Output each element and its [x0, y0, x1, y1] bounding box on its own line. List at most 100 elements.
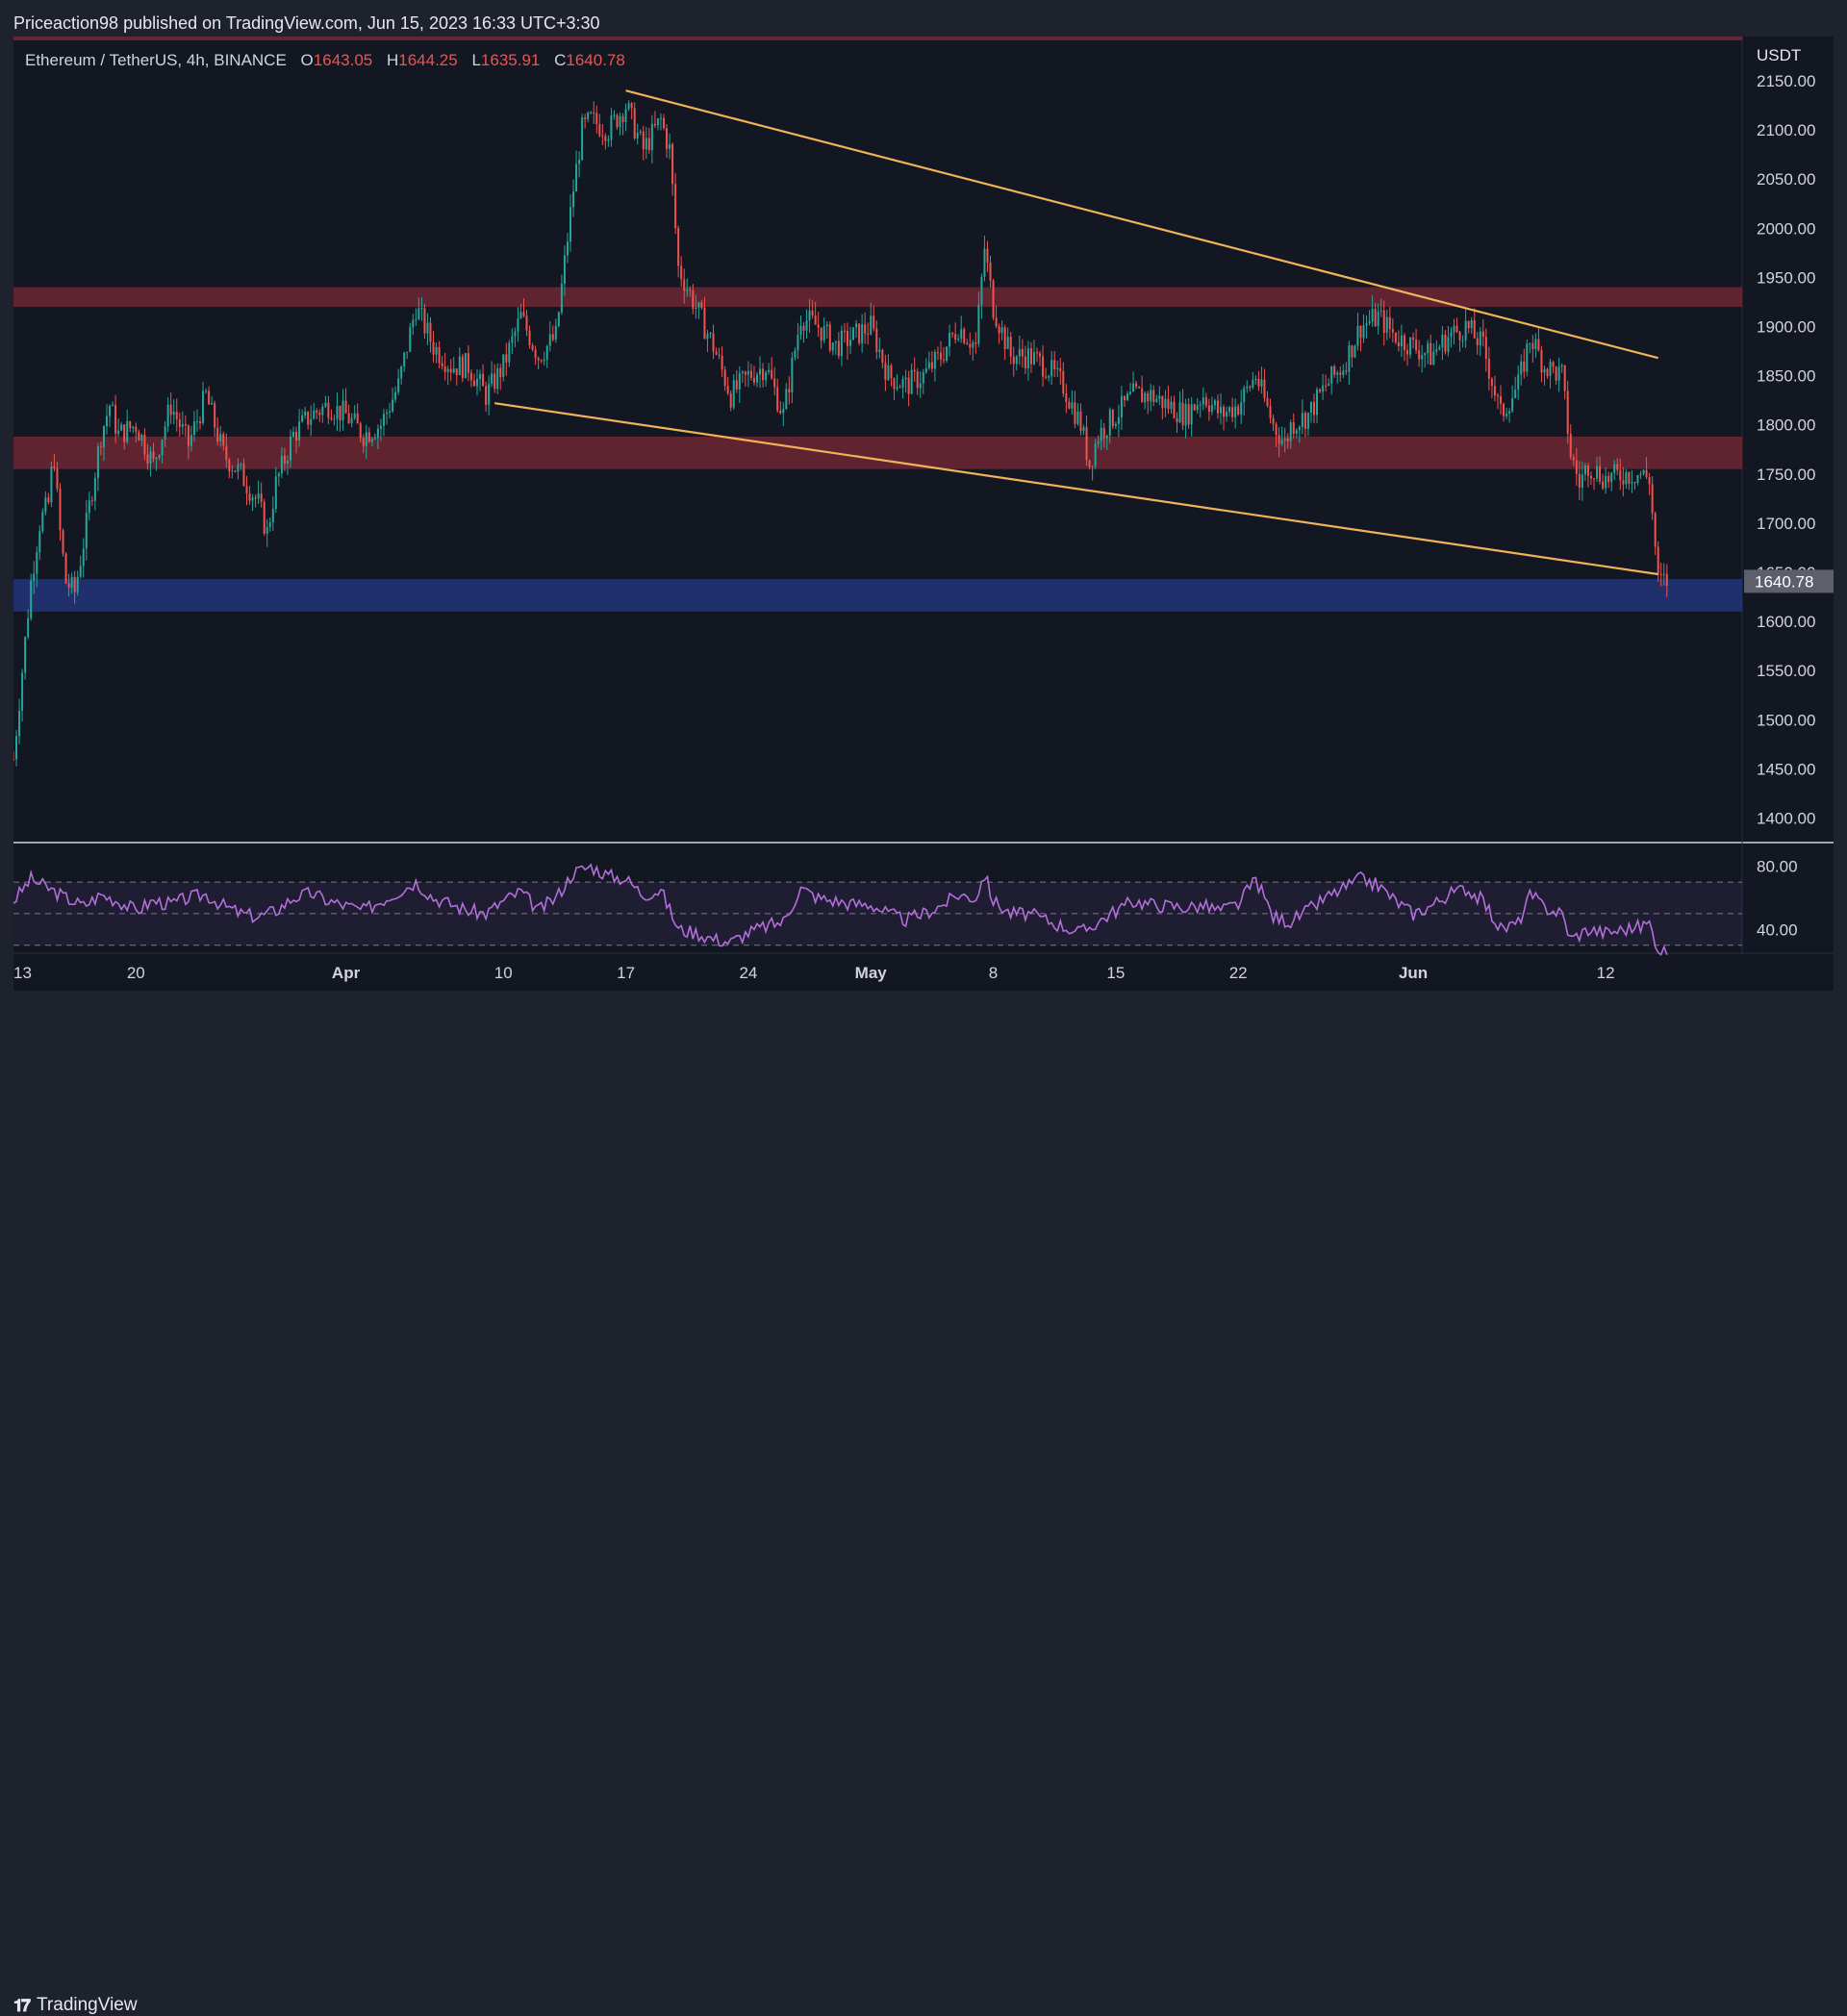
candle-body [963, 329, 966, 343]
candle-body [545, 345, 548, 361]
candle-body [88, 500, 90, 514]
candle-body [864, 324, 867, 334]
candle-body [1371, 309, 1374, 322]
candle-body [1219, 406, 1222, 414]
candle-body [904, 377, 907, 380]
candle-body [298, 421, 301, 441]
candle-body [417, 308, 420, 319]
candle-body [461, 356, 464, 379]
candle-body [266, 527, 268, 534]
candle-body [1223, 406, 1226, 417]
candle-body [1207, 405, 1210, 413]
time-tick-label: 20 [127, 964, 145, 982]
candle-body [67, 583, 70, 588]
candle-body [916, 371, 919, 389]
candle-body [1193, 404, 1196, 411]
candle-body [1021, 348, 1024, 357]
candle-body [543, 360, 545, 362]
candle-body [887, 365, 890, 381]
low-value: 1635.91 [481, 51, 540, 69]
candle-body [729, 392, 732, 408]
candle-body [1158, 395, 1161, 399]
candle-body [155, 458, 158, 460]
candle-body [511, 336, 514, 343]
candle-body [56, 467, 59, 490]
candle-body [1097, 441, 1100, 444]
candle-body [277, 473, 280, 477]
candle-body [875, 328, 878, 352]
candle-body [677, 228, 680, 266]
candle-body [1286, 438, 1289, 442]
candle-body [680, 265, 683, 280]
candle-body [986, 248, 989, 263]
candle-body [616, 114, 619, 128]
candle-body [936, 352, 939, 354]
candle-body [1348, 345, 1351, 372]
candle-body [62, 530, 64, 554]
candle-body [1111, 409, 1114, 427]
candle-body [289, 436, 291, 461]
candle-body [706, 334, 709, 340]
candle-body [1204, 397, 1207, 406]
candle-body [286, 460, 289, 464]
candle-body [1362, 325, 1365, 339]
candle-body [1138, 387, 1141, 389]
candle-body [146, 454, 149, 464]
candle-body [164, 426, 166, 441]
candle-body [1062, 370, 1065, 394]
candle-body [1074, 402, 1076, 424]
candle-body [1461, 340, 1464, 341]
chart-canvas[interactable]: 2150.00 2100.00 2050.00 2000.00 1950.00 1900.… [13, 37, 1834, 991]
candle-body [330, 417, 333, 420]
candle-body [1102, 427, 1105, 439]
candle-body [788, 389, 791, 392]
candle-body [1275, 423, 1278, 436]
candle-body [195, 421, 198, 423]
price-tick-label: 2000.00 [1757, 219, 1815, 238]
last-price-box [1744, 569, 1834, 593]
candle-body [132, 426, 135, 429]
candle-body [898, 387, 901, 389]
candle-body [662, 117, 665, 129]
price-tick-label: 2150.00 [1757, 72, 1815, 90]
candle-body [992, 280, 995, 318]
candle-body [974, 342, 977, 344]
candle-body [1254, 378, 1257, 381]
candle-body [1105, 435, 1108, 439]
candle-body [1487, 359, 1490, 379]
candle-body [1181, 402, 1184, 426]
candle-body [1427, 342, 1430, 354]
candle-body [732, 380, 735, 408]
tradingview-brand[interactable]: 𝟏𝟕 TradingView [13, 1995, 138, 2016]
candle-body [1572, 457, 1575, 461]
candle-body [1269, 406, 1272, 418]
candle-body [432, 341, 435, 355]
candle-body [1662, 573, 1665, 575]
candle-body [1628, 471, 1631, 484]
candle-body [499, 367, 502, 378]
candle-body [1665, 573, 1668, 586]
candle-body [175, 412, 178, 419]
candle-body [93, 477, 96, 501]
candle-body [158, 455, 161, 459]
candle-body [656, 118, 659, 126]
candle-body [50, 466, 53, 503]
candle-body [1079, 411, 1082, 432]
candle-body [922, 372, 924, 384]
candle-body [426, 322, 429, 334]
candle-body [1511, 398, 1514, 412]
candle-body [38, 531, 41, 553]
candle-body [295, 431, 298, 441]
candle-body [36, 552, 38, 574]
candle-body [27, 617, 30, 638]
candle-body [1394, 332, 1397, 342]
candle-body [659, 117, 662, 119]
candle-body [423, 308, 426, 334]
price-tick-label: 1450.00 [1757, 760, 1815, 778]
candle-body [718, 354, 721, 356]
candle-body [1231, 407, 1234, 417]
candle-body [192, 421, 195, 436]
candle-body [493, 373, 496, 390]
zone-top-edge [13, 37, 1742, 40]
candle-body [674, 184, 677, 229]
